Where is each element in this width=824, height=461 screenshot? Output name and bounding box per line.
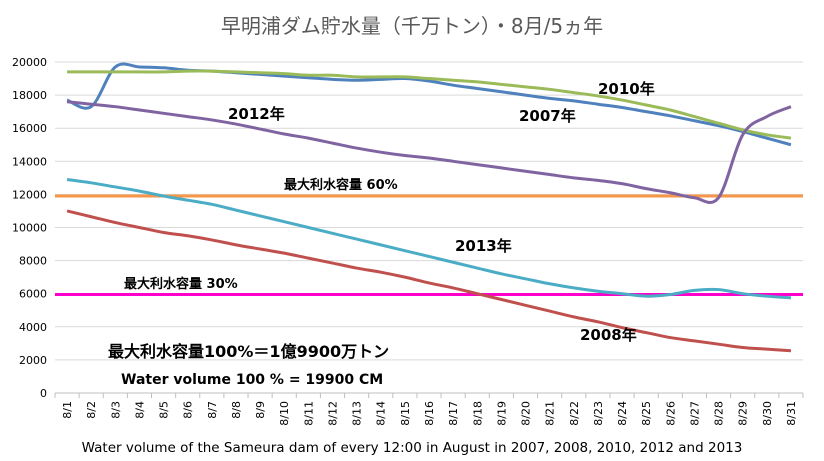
x-tick-label: 8/29 xyxy=(737,401,750,426)
x-tick-label: 8/9 xyxy=(254,401,267,419)
x-tick-label: 8/13 xyxy=(351,401,364,426)
series-label-2007: 2007年 xyxy=(519,107,576,125)
x-tick-label: 8/12 xyxy=(326,401,339,426)
x-tick-label: 8/22 xyxy=(568,401,581,426)
y-tick-label: 6000 xyxy=(19,288,47,301)
x-tick-label: 8/26 xyxy=(664,401,677,426)
x-tick-label: 8/4 xyxy=(133,401,146,419)
chart-title: 早明浦ダム貯水量（千万トン）・8月/5ヵ年 xyxy=(220,14,604,38)
y-tick-label: 16000 xyxy=(12,122,47,135)
x-tick-label: 8/19 xyxy=(495,401,508,426)
x-tick-label: 8/8 xyxy=(230,401,243,419)
x-tick-label: 8/21 xyxy=(544,401,557,426)
series-label-2010: 2010年 xyxy=(598,80,655,98)
reference-line-label: 最大利水容量 30% xyxy=(124,276,238,292)
capacity-annotation-jp: 最大利水容量100%＝1億9900万トン xyxy=(108,342,389,361)
x-tick-label: 8/28 xyxy=(713,401,726,426)
y-tick-label: 0 xyxy=(40,387,47,400)
series-line-2012 xyxy=(66,100,792,205)
y-tick-label: 4000 xyxy=(19,321,47,334)
series-label-2008: 2008年 xyxy=(580,326,637,344)
x-tick-label: 8/11 xyxy=(302,401,315,426)
y-tick-label: 8000 xyxy=(19,255,47,268)
x-tick-label: 8/3 xyxy=(109,401,122,419)
x-tick-label: 8/2 xyxy=(85,401,98,419)
y-tick-label: 20000 xyxy=(12,56,47,69)
x-tick-label: 8/10 xyxy=(278,401,291,426)
x-tick-label: 8/24 xyxy=(616,401,629,426)
x-tick-label: 8/15 xyxy=(399,401,412,426)
x-tick-label: 8/5 xyxy=(158,401,171,419)
x-tick-label: 8/30 xyxy=(761,401,774,426)
x-tick-label: 8/25 xyxy=(640,401,653,426)
x-tick-label: 8/31 xyxy=(785,401,798,426)
series-line-2010 xyxy=(67,69,792,140)
series-label-2013: 2013年 xyxy=(455,237,512,255)
y-tick-label: 18000 xyxy=(12,89,47,102)
y-tick-label: 14000 xyxy=(12,155,47,168)
x-tick-label: 8/23 xyxy=(592,401,605,426)
x-tick-label: 8/17 xyxy=(447,401,460,426)
y-tick-label: 12000 xyxy=(12,188,47,201)
x-tick-label: 8/20 xyxy=(520,401,533,426)
x-tick-label: 8/7 xyxy=(206,401,219,419)
series-line-2008 xyxy=(66,209,792,353)
x-tick-label: 8/27 xyxy=(688,401,701,426)
series-label-2012: 2012年 xyxy=(228,105,285,123)
reference-line-label: 最大利水容量 60% xyxy=(284,177,398,193)
y-tick-label: 2000 xyxy=(19,354,47,367)
x-tick-label: 8/6 xyxy=(182,401,195,419)
x-tick-label: 8/14 xyxy=(375,401,388,426)
series-line-2013 xyxy=(66,178,792,300)
y-tick-label: 10000 xyxy=(12,222,47,235)
x-tick-label: 8/1 xyxy=(61,401,74,419)
x-tick-label: 8/16 xyxy=(423,401,436,426)
x-tick-label: 8/18 xyxy=(471,401,484,426)
capacity-annotation-en: Water volume 100 % = 19900 CM xyxy=(121,372,383,388)
chart-caption: Water volume of the Sameura dam of every… xyxy=(81,440,743,456)
series-line-2007 xyxy=(66,62,792,147)
